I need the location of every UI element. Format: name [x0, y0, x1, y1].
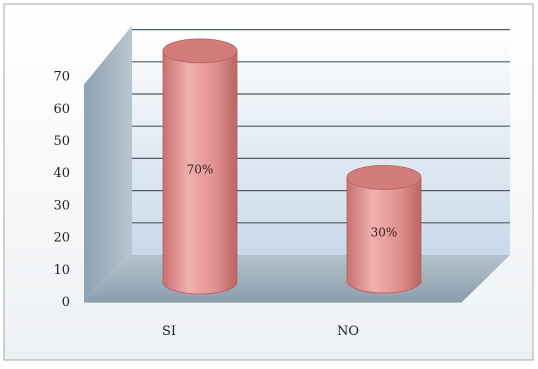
bar: 30%	[346, 164, 422, 294]
floor	[84, 255, 510, 302]
y-tick-label: 40	[53, 166, 70, 181]
bar-body	[162, 50, 238, 295]
x-tick-label: SI	[162, 324, 176, 339]
side-wall	[84, 25, 132, 302]
bar: 70%	[162, 38, 238, 295]
y-tick-label: 60	[53, 102, 70, 117]
bar-data-label: 70%	[187, 162, 214, 176]
bars: 70% 30%	[162, 38, 422, 295]
x-tick-label: NO	[337, 324, 359, 339]
y-axis-tick-labels: 0 10 20 30 40 50 60 70	[53, 70, 70, 310]
y-tick-label: 0	[62, 295, 70, 310]
plot-walls	[84, 25, 510, 303]
y-tick-label: 20	[53, 231, 70, 246]
bar-top	[162, 38, 238, 64]
y-tick-label: 10	[53, 263, 70, 278]
bar-body	[346, 176, 422, 294]
bar-top	[346, 164, 422, 190]
x-axis-tick-labels: SI NO	[162, 324, 359, 339]
y-tick-label: 70	[53, 70, 70, 85]
bar-data-label: 30%	[371, 225, 398, 239]
y-tick-label: 30	[53, 198, 70, 213]
y-tick-label: 50	[53, 134, 70, 149]
